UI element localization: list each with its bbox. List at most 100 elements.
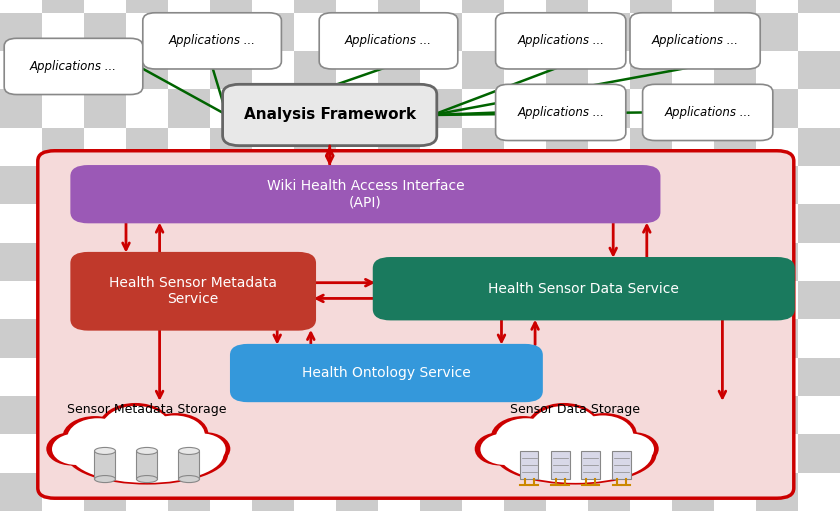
Ellipse shape	[144, 415, 205, 455]
Bar	[84, 128, 126, 166]
Bar	[756, 204, 798, 243]
Bar	[462, 319, 504, 358]
Ellipse shape	[46, 432, 97, 466]
Bar	[0, 0, 42, 13]
Bar	[588, 396, 630, 434]
Bar	[756, 89, 798, 128]
Text: Applications ...: Applications ...	[517, 106, 604, 119]
Bar	[588, 89, 630, 128]
Bar	[42, 473, 84, 511]
Bar	[0, 128, 42, 166]
Bar	[462, 89, 504, 128]
Bar	[210, 281, 252, 319]
Bar	[252, 51, 294, 89]
Bar	[336, 0, 378, 13]
Bar	[336, 319, 378, 358]
Bar	[420, 166, 462, 204]
Ellipse shape	[475, 432, 526, 466]
Bar	[252, 358, 294, 396]
Bar	[546, 51, 588, 89]
Bar	[126, 51, 168, 89]
Bar	[42, 166, 84, 204]
Bar	[0, 243, 42, 281]
Bar	[756, 396, 798, 434]
Bar	[252, 89, 294, 128]
Bar	[798, 89, 840, 128]
FancyBboxPatch shape	[4, 38, 143, 95]
Bar	[420, 0, 462, 13]
Bar	[798, 13, 840, 51]
Bar	[378, 13, 420, 51]
Bar	[252, 319, 294, 358]
Bar	[420, 473, 462, 511]
Bar	[504, 128, 546, 166]
Bar	[630, 319, 672, 358]
Bar	[294, 396, 336, 434]
Bar	[294, 319, 336, 358]
Bar	[126, 473, 168, 511]
Bar	[378, 0, 420, 13]
Bar	[672, 166, 714, 204]
Bar	[252, 13, 294, 51]
Bar	[714, 319, 756, 358]
Bar	[294, 51, 336, 89]
Bar	[294, 473, 336, 511]
Bar	[798, 434, 840, 473]
Bar	[630, 204, 672, 243]
Bar	[252, 396, 294, 434]
Bar	[210, 13, 252, 51]
Bar	[168, 358, 210, 396]
Bar	[210, 166, 252, 204]
Bar	[336, 204, 378, 243]
Bar	[168, 166, 210, 204]
Bar	[336, 243, 378, 281]
Bar	[336, 281, 378, 319]
Bar	[126, 0, 168, 13]
Bar	[714, 434, 756, 473]
Bar	[0, 358, 42, 396]
Bar	[588, 319, 630, 358]
Bar	[0, 204, 42, 243]
Bar	[420, 128, 462, 166]
Bar	[378, 473, 420, 511]
Bar	[210, 319, 252, 358]
Bar	[420, 89, 462, 128]
FancyBboxPatch shape	[136, 451, 157, 479]
Bar	[630, 396, 672, 434]
Bar	[672, 128, 714, 166]
Bar	[0, 51, 42, 89]
Bar	[378, 166, 420, 204]
Ellipse shape	[180, 432, 230, 466]
FancyBboxPatch shape	[643, 84, 773, 141]
Bar	[630, 243, 672, 281]
Bar	[756, 13, 798, 51]
Text: Applications ...: Applications ...	[652, 34, 738, 48]
Bar	[462, 396, 504, 434]
Bar	[126, 358, 168, 396]
Bar	[714, 281, 756, 319]
Bar	[714, 473, 756, 511]
Bar	[126, 319, 168, 358]
Text: Applications ...: Applications ...	[664, 106, 751, 119]
Bar	[504, 0, 546, 13]
FancyBboxPatch shape	[223, 84, 437, 146]
Bar	[294, 13, 336, 51]
Bar	[294, 281, 336, 319]
Bar	[126, 204, 168, 243]
Bar	[546, 473, 588, 511]
Bar	[756, 358, 798, 396]
Bar	[168, 13, 210, 51]
Bar	[546, 281, 588, 319]
Bar	[420, 243, 462, 281]
Ellipse shape	[52, 433, 100, 465]
FancyBboxPatch shape	[630, 13, 760, 69]
Bar	[714, 166, 756, 204]
Bar	[42, 281, 84, 319]
Bar	[672, 0, 714, 13]
Bar	[588, 243, 630, 281]
Bar	[546, 13, 588, 51]
FancyBboxPatch shape	[612, 451, 631, 479]
Bar	[126, 128, 168, 166]
Bar	[630, 166, 672, 204]
Bar	[210, 358, 252, 396]
